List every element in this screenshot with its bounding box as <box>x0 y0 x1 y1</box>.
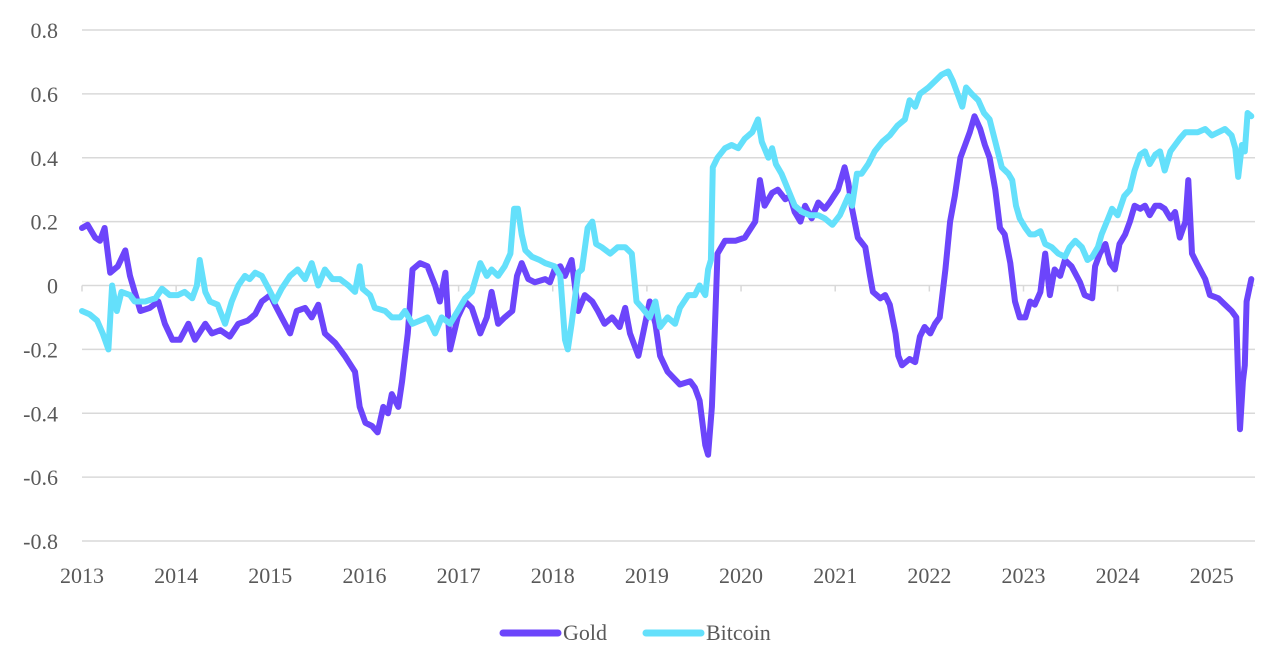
series-lines <box>79 68 1255 458</box>
y-tick-label: -0.6 <box>23 465 58 490</box>
legend-item-bitcoin: Bitcoin <box>642 620 771 645</box>
legend-item-gold: Gold <box>499 620 607 645</box>
series-line-gold <box>79 113 1255 458</box>
series-line-bitcoin <box>79 68 1255 353</box>
gridlines <box>81 29 1255 542</box>
y-tick-label: 0.2 <box>31 210 59 235</box>
x-tick-label: 2025 <box>1190 563 1234 588</box>
x-tick-label: 2014 <box>154 563 198 588</box>
y-tick-label: 0.8 <box>31 18 59 43</box>
y-tick-label: 0.6 <box>31 82 59 107</box>
y-tick-label: 0.4 <box>31 146 59 171</box>
legend: Gold Bitcoin <box>499 620 771 645</box>
x-tick-label: 2017 <box>437 563 481 588</box>
x-tick-label: 2015 <box>248 563 292 588</box>
x-tick-label: 2020 <box>719 563 763 588</box>
y-tick-label: -0.8 <box>23 529 58 554</box>
legend-label-bitcoin: Bitcoin <box>706 620 771 645</box>
x-tick-label: 2022 <box>907 563 951 588</box>
x-tick-label: 2021 <box>813 563 857 588</box>
y-axis-ticks: 0.8 0.6 0.4 0.2 0 -0.2 -0.4 -0.6 -0.8 <box>23 18 58 554</box>
y-tick-label: 0 <box>47 274 58 299</box>
legend-label-gold: Gold <box>563 620 607 645</box>
x-tick-label: 2018 <box>531 563 575 588</box>
y-tick-label: -0.4 <box>23 401 58 426</box>
x-axis-ticks: 2013 2014 2015 2016 2017 2018 2019 2020 2021 2022… <box>60 563 1234 588</box>
x-tick-label: 2023 <box>1002 563 1046 588</box>
x-tick-label: 2019 <box>625 563 669 588</box>
x-tick-label: 2024 <box>1096 563 1140 588</box>
y-tick-label: -0.2 <box>23 337 58 362</box>
x-tick-label: 2016 <box>342 563 386 588</box>
x-tick-label: 2013 <box>60 563 104 588</box>
